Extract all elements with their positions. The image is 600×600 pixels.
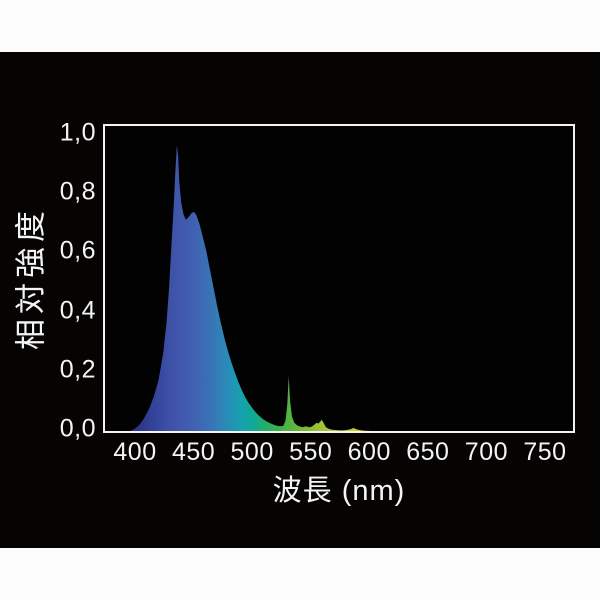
x-tick-label: 550 bbox=[289, 438, 333, 466]
y-tick-label: 0,8 bbox=[59, 177, 96, 206]
y-tick-label: 1,0 bbox=[59, 118, 96, 147]
x-axis-title: 波長 (nm) bbox=[272, 475, 406, 507]
spectrum-fill bbox=[105, 145, 572, 431]
spectrum-chart-panel: 相対強度 波長 (nm) 1,0 0,8 0,6 0,4 0,2 0,0 400 450 50… bbox=[0, 52, 600, 548]
y-tick-label: 0,4 bbox=[59, 296, 96, 325]
x-tick-label: 450 bbox=[171, 438, 216, 466]
plot-area bbox=[103, 124, 575, 433]
x-tick-label: 700 bbox=[464, 438, 509, 466]
y-tick-label: 0,6 bbox=[59, 236, 96, 265]
x-tick-label: 650 bbox=[406, 438, 450, 466]
x-tick-label: 750 bbox=[523, 438, 567, 466]
x-tick-label: 600 bbox=[347, 438, 391, 466]
x-tick-label: 400 bbox=[113, 438, 157, 466]
y-axis-title: 相対強度 bbox=[13, 206, 49, 350]
y-tick-label: 0,0 bbox=[59, 414, 96, 443]
spectrum-area-chart bbox=[105, 145, 572, 431]
y-tick-label: 0,2 bbox=[59, 355, 96, 384]
x-tick-label: 500 bbox=[230, 438, 274, 466]
